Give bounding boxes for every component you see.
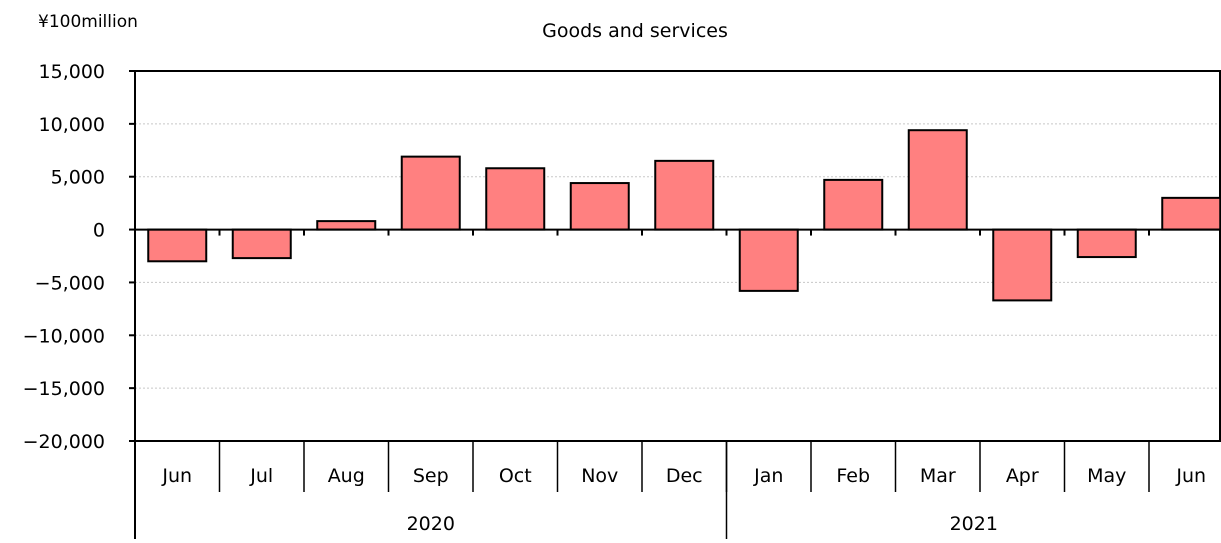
x-tick-label: Apr [1006,465,1039,487]
chart-title: Goods and services [542,20,728,42]
bar-oct-4 [485,167,546,231]
y-tick-label: 5,000 [51,167,105,189]
bar-dec-6 [654,159,715,231]
group-label: 2021 [950,513,998,535]
bar-apr-10 [992,228,1053,302]
bar-jun-12 [1161,196,1221,231]
y-tick-label: −15,000 [23,378,105,400]
x-tick-label: Jul [249,465,273,487]
y-tick-label: 15,000 [39,61,105,83]
x-tick-label: Jun [1175,465,1206,487]
bar-mar-9 [907,129,968,231]
bar-aug-2 [316,220,377,231]
bar-jan-7 [738,228,799,292]
bar-jun-0 [147,228,208,263]
x-tick-label: May [1087,465,1126,487]
x-tick-label: Sep [413,465,449,487]
bar-may-11 [1076,228,1137,259]
x-tick-label: Jun [161,465,192,487]
y-tick-label: 10,000 [39,114,105,136]
x-tick-label: Jan [753,465,783,487]
x-tick-label: Feb [836,465,870,487]
y-tick-label: −5,000 [35,272,105,294]
group-label: 2020 [407,513,455,535]
x-tick-label: Mar [920,465,956,487]
bar-sep-3 [400,155,461,231]
bar-feb-8 [823,178,884,231]
y-tick-label: −10,000 [23,325,105,347]
bar-jul-1 [231,228,292,260]
y-unit-label: ¥100million [38,12,138,32]
bar-nov-5 [569,182,630,231]
y-tick-label: 0 [93,220,105,242]
y-tick-label: −20,000 [23,431,105,453]
x-tick-label: Oct [499,465,532,487]
x-tick-label: Aug [328,465,365,487]
x-tick-label: Nov [581,465,618,487]
x-tick-label: Dec [666,465,703,487]
